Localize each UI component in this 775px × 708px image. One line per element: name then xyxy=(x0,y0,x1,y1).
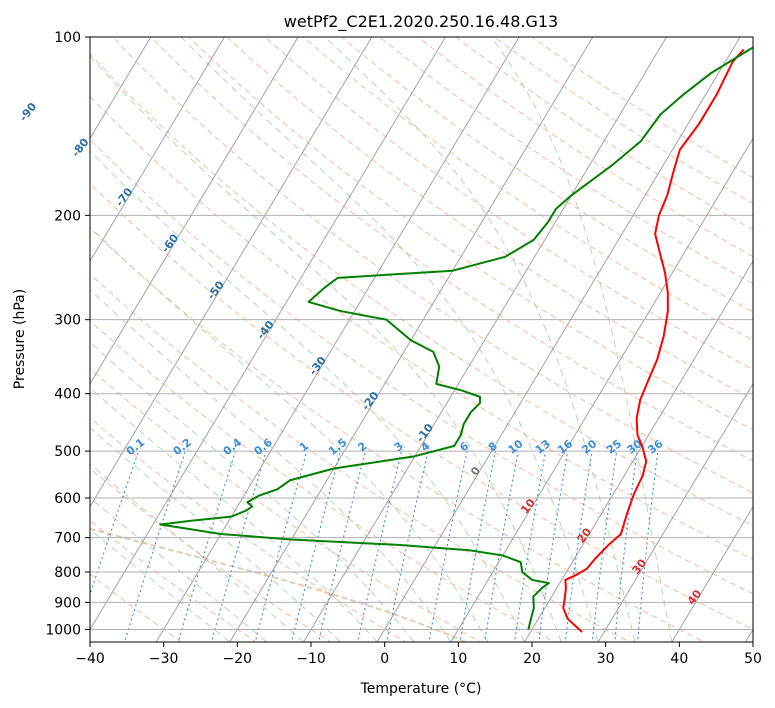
x-tick-label: −40 xyxy=(75,651,105,667)
isotherms xyxy=(90,37,753,642)
y-axis-ticks: 1000 900 800 700 600 500 400 300 200 100 xyxy=(45,30,90,638)
dry-adiabat-line xyxy=(378,37,753,285)
moist-adiabat-line xyxy=(90,288,452,642)
y-tick-label: 200 xyxy=(54,208,81,224)
dry-adiabat-line xyxy=(90,368,482,642)
isotherm-line xyxy=(90,37,373,508)
y-tick-label: 300 xyxy=(54,313,81,329)
isotherm-line xyxy=(155,37,520,642)
isotherm-line xyxy=(302,37,667,642)
dewpoint-line xyxy=(159,46,753,630)
y-tick-label: 1000 xyxy=(45,622,81,638)
y-tick-label: 700 xyxy=(54,531,81,547)
moist-adiabat-line xyxy=(90,497,267,642)
x-tick-label: 40 xyxy=(670,651,688,667)
isotherm-line xyxy=(523,260,753,642)
dry-adiabat-line xyxy=(150,37,753,462)
dry-adiabat-line xyxy=(264,37,753,371)
isotherm-line xyxy=(671,505,753,642)
x-tick-label: 30 xyxy=(597,651,615,667)
isotherm-line xyxy=(90,37,299,385)
moist-adiabat-line xyxy=(90,427,341,642)
dry-adiabat-line xyxy=(90,138,753,595)
moist-adiabat-line xyxy=(490,37,673,642)
x-tick-label: 0 xyxy=(380,651,389,667)
isotherm-line xyxy=(597,383,753,642)
plot-frame xyxy=(89,36,754,643)
isotherm-line xyxy=(229,37,594,642)
dry-adiabat-line xyxy=(226,37,753,400)
isobars xyxy=(90,37,753,630)
moist-adiabat-line xyxy=(180,37,599,642)
y-tick-label: 400 xyxy=(54,387,81,403)
x-tick-label: 20 xyxy=(523,651,541,667)
isotherm-line xyxy=(90,37,225,262)
y-tick-label: 900 xyxy=(54,595,81,611)
chart-title: wetPf2_C2E1.2020.250.16.48.G13 xyxy=(284,12,558,32)
moist-adiabat-line xyxy=(90,55,562,642)
dry-adiabat-line xyxy=(90,95,753,560)
y-axis-label: Pressure (hPa) xyxy=(12,289,28,389)
x-tick-label: −30 xyxy=(149,651,179,667)
moist-adiabat-line xyxy=(90,341,415,642)
reference-curve xyxy=(90,527,466,642)
dry-adiabat-line xyxy=(90,573,183,642)
moist-adiabat-line xyxy=(324,37,636,642)
x-axis-ticks: −40 −30 −20 −10 0 10 20 30 40 50 xyxy=(75,642,762,667)
dry-adiabat-line xyxy=(340,37,753,313)
x-axis-label: Temperature (°C) xyxy=(360,681,482,697)
dry-adiabat-line xyxy=(90,417,407,642)
dry-adiabat-line xyxy=(90,182,753,631)
temperature-line xyxy=(562,48,745,633)
y-tick-label: 600 xyxy=(54,491,81,507)
y-tick-label: 100 xyxy=(54,30,81,46)
isotherm-line xyxy=(90,37,446,631)
x-tick-label: 10 xyxy=(449,651,467,667)
isotherm-line xyxy=(450,137,753,642)
x-tick-label: −20 xyxy=(223,651,253,667)
moist-adiabat-line xyxy=(90,387,378,642)
dry-adiabat-line xyxy=(90,273,631,642)
y-tick-label: 500 xyxy=(54,444,81,460)
y-tick-label: 800 xyxy=(54,565,81,581)
moist-adiabats xyxy=(90,37,673,642)
moist-adiabat-line xyxy=(90,150,525,642)
x-tick-label: 50 xyxy=(744,651,762,667)
dry-adiabat-line xyxy=(111,37,753,494)
isotherm-line xyxy=(90,37,152,140)
profile-series xyxy=(159,46,753,633)
dry-adiabat-line xyxy=(90,53,753,527)
moist-adiabat-line xyxy=(90,226,489,642)
x-tick-label: −10 xyxy=(296,651,326,667)
